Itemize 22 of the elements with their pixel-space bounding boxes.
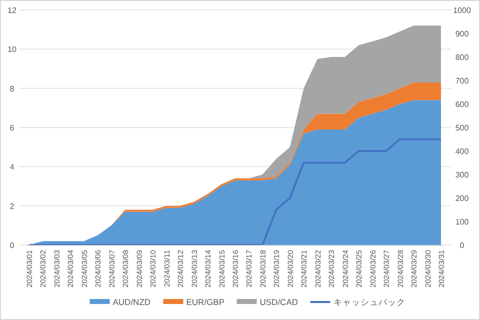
y2-tick-label: 800: [455, 53, 470, 62]
y-tick-label: 6: [10, 124, 15, 132]
y2-tick-label: 200: [455, 194, 470, 203]
legend-label: キャッシュバック: [333, 297, 406, 307]
y2-tick-label: 0: [460, 241, 465, 250]
y2-tick-label: 900: [455, 30, 470, 38]
legend-label: USD/CAD: [260, 297, 298, 307]
y-tick-label: 2: [10, 202, 15, 211]
y-tick-label: 10: [8, 45, 17, 54]
y-tick-label: 0: [10, 241, 15, 250]
legend-label: EUR/GBP: [186, 297, 225, 307]
y2-tick-label: 600: [455, 100, 470, 109]
y2-tick-label: 500: [455, 124, 470, 132]
y2-tick-label: 700: [455, 76, 470, 86]
y2-tick-label: 100: [455, 218, 470, 226]
y2-tick-label: 400: [455, 147, 470, 156]
y2-tick-label: 1000: [453, 6, 472, 15]
y-tick-label: 8: [10, 84, 15, 94]
y2-tick-label: 300: [455, 170, 470, 180]
y-tick-label: 12: [8, 6, 17, 15]
legend-label: AUD/NZD: [112, 297, 151, 307]
y-tick-label: 4: [10, 162, 15, 172]
